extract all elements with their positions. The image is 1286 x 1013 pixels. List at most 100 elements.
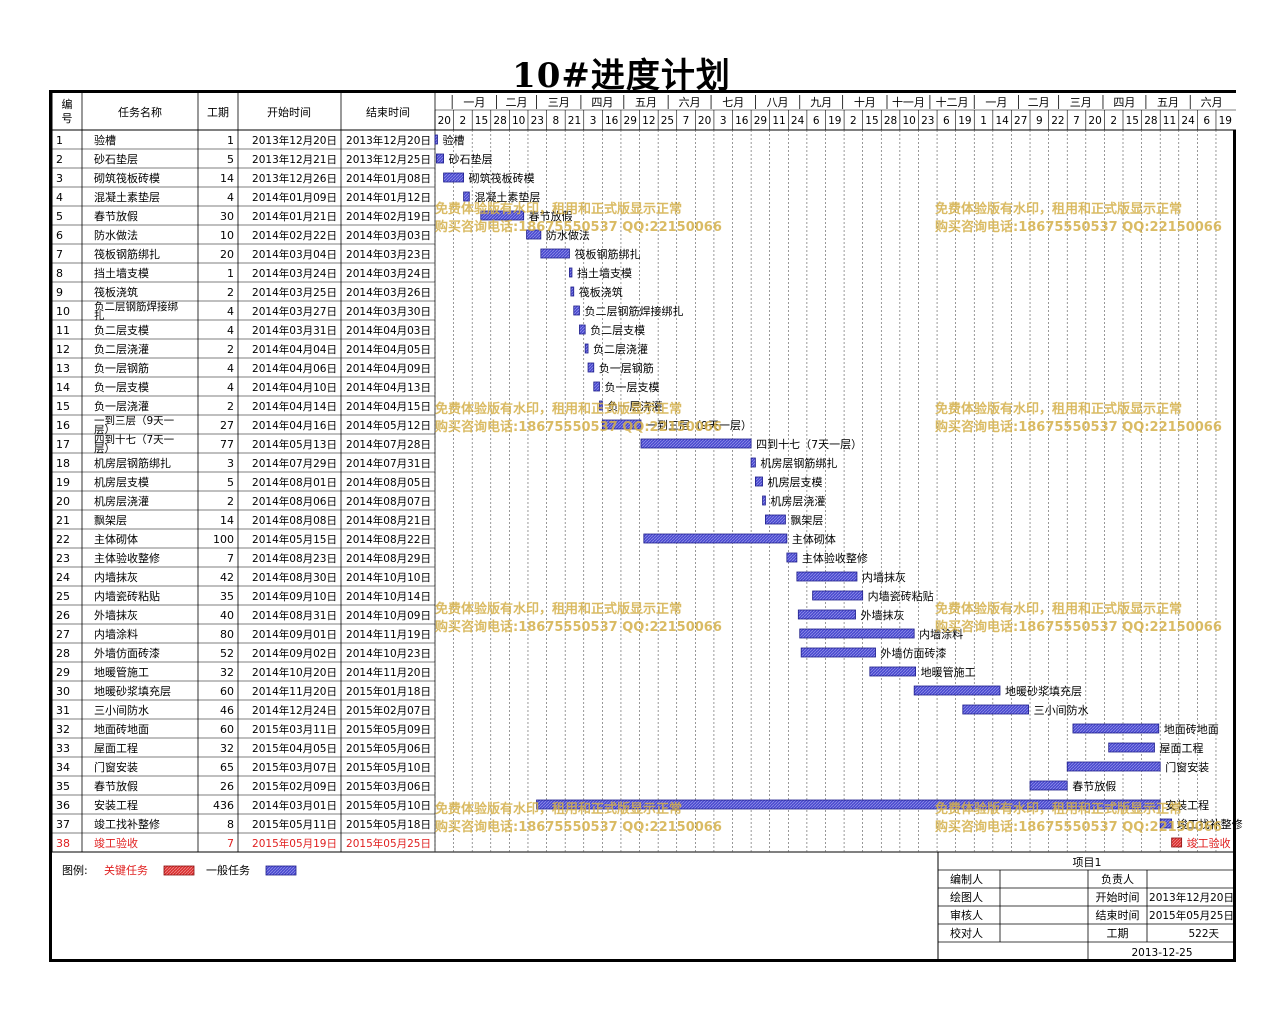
info-project: 项目1 — [1073, 856, 1102, 869]
header-no-char: 号 — [62, 112, 73, 125]
task-end: 2014年02月19日 — [346, 210, 431, 223]
bar-label: 负二层支模 — [590, 323, 645, 337]
task-no: 4 — [56, 191, 63, 204]
page-title: 10#进度计划 — [512, 56, 731, 96]
task-no: 19 — [56, 476, 70, 489]
month-label: 三月 — [548, 96, 570, 109]
task-duration: 5 — [227, 476, 234, 489]
gantt-frame — [49, 90, 1236, 962]
task-start: 2014年08月06日 — [252, 495, 337, 508]
task-duration: 2 — [227, 286, 234, 299]
bar-label: 主体砌体 — [792, 532, 836, 546]
task-no: 6 — [56, 229, 63, 242]
gantt-bar — [599, 400, 603, 411]
task-end: 2014年11月19日 — [346, 628, 431, 641]
info-label: 负责人 — [1101, 872, 1134, 886]
task-no: 36 — [56, 799, 70, 812]
task-no: 35 — [56, 780, 70, 793]
task-name: 挡土墙支模 — [94, 266, 149, 280]
task-duration: 52 — [220, 647, 234, 660]
bar-label: 外墙抹灰 — [861, 608, 905, 622]
task-start: 2014年08月30日 — [252, 571, 337, 584]
task-start: 2014年08月01日 — [252, 476, 337, 489]
gantt-bar — [584, 343, 589, 354]
task-no: 21 — [56, 514, 70, 527]
bar-label: 负一层钢筋 — [599, 361, 654, 375]
task-end: 2015年05月06日 — [346, 742, 431, 755]
task-duration: 60 — [220, 723, 234, 736]
gantt-bar — [640, 438, 752, 449]
day-tick-label: 16 — [735, 115, 749, 127]
task-duration: 100 — [213, 533, 234, 546]
task-end: 2014年08月22日 — [346, 533, 431, 546]
task-start: 2015年02月09日 — [252, 780, 337, 793]
day-tick-label: 16 — [605, 115, 619, 127]
task-no: 2 — [56, 153, 63, 166]
task-duration: 40 — [220, 609, 234, 622]
task-duration: 42 — [220, 571, 234, 584]
gantt-bar — [765, 514, 786, 525]
task-start: 2014年02月22日 — [252, 229, 337, 242]
bar-label: 挡土墙支模 — [577, 266, 632, 280]
task-no: 38 — [56, 837, 70, 850]
month-label: 五月 — [635, 96, 657, 109]
task-start: 2014年09月10日 — [252, 590, 337, 603]
task-start: 2013年12月26日 — [252, 172, 337, 185]
task-no: 26 — [56, 609, 70, 622]
task-end: 2015年05月10日 — [346, 761, 431, 774]
task-end: 2015年05月18日 — [346, 818, 431, 831]
day-tick-label: 11 — [1163, 115, 1176, 127]
info-label: 审核人 — [950, 908, 983, 922]
task-end: 2015年01月18日 — [346, 685, 431, 698]
day-tick-label: 2 — [460, 115, 467, 127]
day-tick-label: 9 — [1036, 115, 1043, 127]
day-tick-label: 6 — [943, 115, 950, 127]
task-name: 飘架层 — [94, 514, 127, 527]
task-start: 2015年03月07日 — [252, 761, 337, 774]
task-duration: 4 — [227, 324, 234, 337]
info-value: 2015年05月25日 — [1149, 909, 1234, 922]
bar-label: 一到三层（9天一层） — [646, 419, 752, 432]
header-name: 任务名称 — [118, 105, 162, 119]
bar-label: 主体验收整修 — [802, 551, 868, 565]
task-end: 2014年10月09日 — [346, 609, 431, 622]
info-label: 开始时间 — [1096, 890, 1140, 904]
task-end: 2013年12月20日 — [346, 134, 431, 147]
task-no: 9 — [56, 286, 63, 299]
month-label: 四月 — [591, 96, 613, 109]
task-name: 主体验收整修 — [94, 551, 160, 565]
day-tick-label: 2 — [1110, 115, 1117, 127]
bar-label: 砂石垫层 — [449, 152, 493, 166]
watermark-text: 免费体验版有水印，租用和正式版显示正常 — [435, 601, 682, 617]
task-start: 2014年01月09日 — [252, 191, 337, 204]
day-tick-label: 21 — [568, 115, 581, 127]
gantt-bar — [643, 533, 788, 544]
task-end: 2015年05月10日 — [346, 799, 431, 812]
task-duration: 7 — [227, 552, 234, 565]
watermark-text: 购买咨询电话:18675550537 QQ:22150066 — [935, 819, 1222, 835]
task-name: 负一层钢筋 — [94, 361, 149, 375]
task-no: 11 — [56, 324, 70, 337]
task-name: 扎 — [94, 309, 105, 322]
task-start: 2014年03月31日 — [252, 324, 337, 337]
bar-label: 门窗安装 — [1165, 760, 1209, 774]
day-tick-label: 25 — [661, 115, 674, 127]
task-start: 2014年08月08日 — [252, 514, 337, 527]
day-tick-label: 22 — [1051, 115, 1064, 127]
task-end: 2014年10月23日 — [346, 647, 431, 660]
day-tick-label: 14 — [995, 115, 1009, 127]
gantt-bar — [1159, 818, 1173, 829]
day-tick-label: 20 — [1088, 115, 1101, 127]
task-name: 春节放假 — [94, 779, 138, 793]
task-name: 四到十七（7天一 — [94, 433, 175, 446]
day-tick-label: 19 — [828, 115, 841, 127]
task-no: 33 — [56, 742, 70, 755]
watermark-text: 购买咨询电话:18675550537 QQ:22150066 — [935, 219, 1222, 235]
task-duration: 60 — [220, 685, 234, 698]
bar-label: 飘架层 — [790, 514, 823, 527]
task-end: 2014年07月31日 — [346, 457, 431, 470]
task-end: 2014年04月13日 — [346, 381, 431, 394]
bar-label: 负二层钢筋焊接绑扎 — [584, 304, 683, 318]
task-end: 2014年08月21日 — [346, 514, 431, 527]
